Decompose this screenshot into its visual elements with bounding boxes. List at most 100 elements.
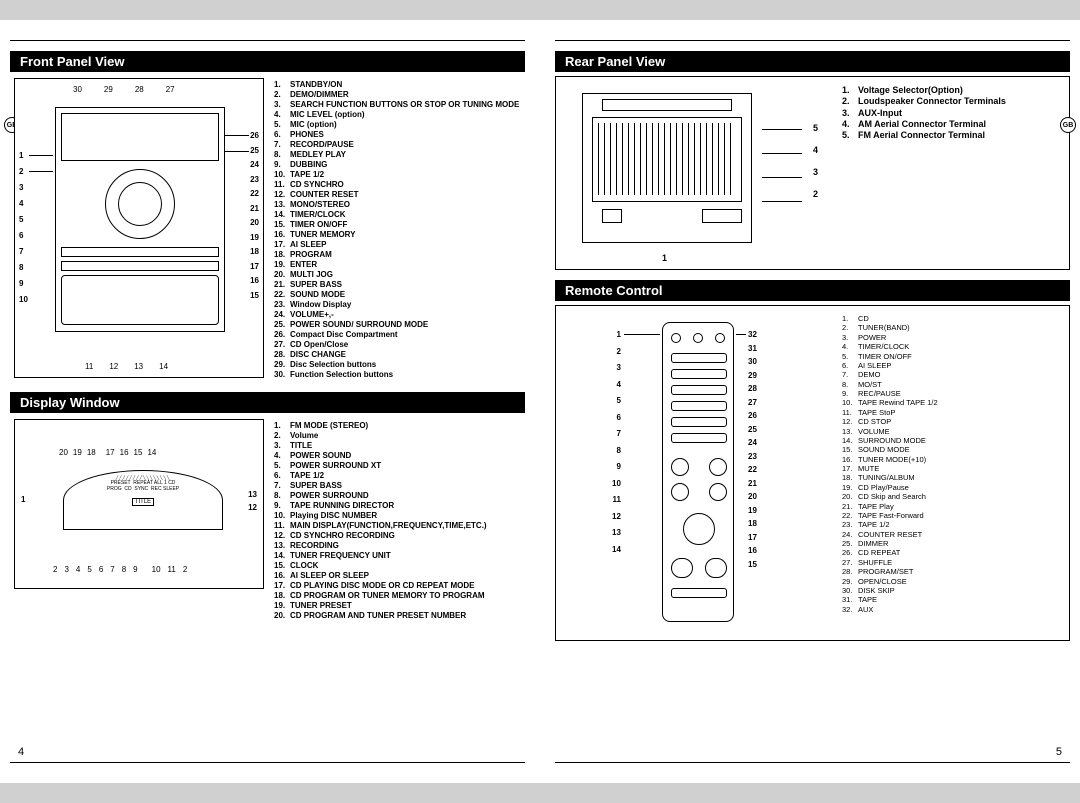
key-item: 20.CD Skip and Search (842, 492, 1063, 501)
key-item: 1.STANDBY/ON (274, 80, 521, 90)
key-item: 16.TUNER MODE(+10) (842, 455, 1063, 464)
key-item: 12.COUNTER RESET (274, 190, 521, 200)
key-item: 13.MONO/STEREO (274, 200, 521, 210)
manual-spread: GB Front Panel View 30 29 28 27 (0, 20, 1080, 783)
key-item: 25.POWER SOUND/ SURROUND MODE (274, 320, 521, 330)
key-item: 29.Disc Selection buttons (274, 360, 521, 370)
remote-control-title: Remote Control (555, 280, 1070, 301)
key-item: 6.AI SLEEP (842, 361, 1063, 370)
key-item: 1.Voltage Selector(Option) (842, 85, 1063, 96)
key-item: 17.MUTE (842, 464, 1063, 473)
display-key-list: 1.FM MODE (STEREO)2.Volume3.TITLE4.POWER… (274, 419, 521, 621)
front-key-list: 1.STANDBY/ON2.DEMO/DIMMER3.SEARCH FUNCTI… (274, 78, 521, 380)
key-item: 23.Window Display (274, 300, 521, 310)
key-item: 8.POWER SURROUND (274, 491, 521, 501)
key-item: 21.TAPE Play (842, 502, 1063, 511)
key-item: 3.TITLE (274, 441, 521, 451)
key-item: 15.TIMER ON/OFF (274, 220, 521, 230)
key-item: 26.CD REPEAT (842, 548, 1063, 557)
key-item: 4.POWER SOUND (274, 451, 521, 461)
key-item: 10.TAPE 1/2 (274, 170, 521, 180)
key-item: 15.CLOCK (274, 561, 521, 571)
key-item: 17.CD PLAYING DISC MODE OR CD REPEAT MOD… (274, 581, 521, 591)
key-item: 22.SOUND MODE (274, 290, 521, 300)
key-item: 22.TAPE Fast-Forward (842, 511, 1063, 520)
key-item: 2.TUNER(BAND) (842, 323, 1063, 332)
rear-diagram: 5 4 3 2 1 (562, 83, 832, 263)
key-item: 19.ENTER (274, 260, 521, 270)
key-item: 2.DEMO/DIMMER (274, 90, 521, 100)
key-item: 11.MAIN DISPLAY(FUNCTION,FREQUENCY,TIME,… (274, 521, 521, 531)
key-item: 3.POWER (842, 333, 1063, 342)
key-item: 6.PHONES (274, 130, 521, 140)
key-item: 25.DIMMER (842, 539, 1063, 548)
key-item: 27.CD Open/Close (274, 340, 521, 350)
key-item: 1.CD (842, 314, 1063, 323)
key-item: 3.AUX-Input (842, 108, 1063, 119)
key-item: 7.SUPER BASS (274, 481, 521, 491)
key-item: 19.TUNER PRESET (274, 601, 521, 611)
key-item: 8.MEDLEY PLAY (274, 150, 521, 160)
page-number-left: 4 (18, 746, 24, 758)
key-item: 5.FM Aerial Connector Terminal (842, 130, 1063, 141)
page-left: GB Front Panel View 30 29 28 27 (10, 40, 525, 763)
key-item: 14.SURROUND MODE (842, 436, 1063, 445)
key-item: 12.CD SYNCHRO RECORDING (274, 531, 521, 541)
key-item: 9.DUBBING (274, 160, 521, 170)
key-item: 10.TAPE Rewind TAPE 1/2 (842, 398, 1063, 407)
key-item: 1.FM MODE (STEREO) (274, 421, 521, 431)
key-item: 28.PROGRAM/SET (842, 567, 1063, 576)
key-item: 16.TUNER MEMORY (274, 230, 521, 240)
front-section: 30 29 28 27 12 34 56 78 910 2625 2423 (10, 72, 525, 382)
key-item: 13.VOLUME (842, 427, 1063, 436)
rear-key-list: 1.Voltage Selector(Option)2.Loudspeaker … (842, 83, 1063, 263)
key-item: 9.TAPE RUNNING DIRECTOR (274, 501, 521, 511)
key-item: 15.SOUND MODE (842, 445, 1063, 454)
display-window-title: Display Window (10, 392, 525, 413)
key-item: 27.SHUFFLE (842, 558, 1063, 567)
key-item: 16.AI SLEEP OR SLEEP (274, 571, 521, 581)
key-item: 14.TUNER FREQUENCY UNIT (274, 551, 521, 561)
key-item: 24.VOLUME+,- (274, 310, 521, 320)
remote-diagram: 12 34 56 78 910 1112 1314 3231 3029 2827… (562, 312, 832, 634)
key-item: 13.RECORDING (274, 541, 521, 551)
key-item: 20.CD PROGRAM AND TUNER PRESET NUMBER (274, 611, 521, 621)
key-item: 4.TIMER/CLOCK (842, 342, 1063, 351)
key-item: 7.RECORD/PAUSE (274, 140, 521, 150)
key-item: 2.Loudspeaker Connector Terminals (842, 96, 1063, 107)
key-item: 5.MIC (option) (274, 120, 521, 130)
key-item: 4.MIC LEVEL (option) (274, 110, 521, 120)
key-item: 5.POWER SURROUND XT (274, 461, 521, 471)
key-item: 5.TIMER ON/OFF (842, 352, 1063, 361)
key-item: 30.Function Selection buttons (274, 370, 521, 380)
front-diagram: 30 29 28 27 12 34 56 78 910 2625 2423 (14, 78, 264, 378)
key-item: 28.DISC CHANGE (274, 350, 521, 360)
key-item: 9.REC/PAUSE (842, 389, 1063, 398)
key-item: 3.SEARCH FUNCTION BUTTONS OR STOP OR TUN… (274, 100, 521, 110)
key-item: 8.MO/ST (842, 380, 1063, 389)
rear-section: 5 4 3 2 1 1.Voltage Selector(Option)2.Lo… (555, 76, 1070, 270)
remote-key-list: 1.CD2.TUNER(BAND)3.POWER4.TIMER/CLOCK5.T… (842, 312, 1063, 634)
remote-section: 12 34 56 78 910 1112 1314 3231 3029 2827… (555, 305, 1070, 641)
key-item: 23.TAPE 1/2 (842, 520, 1063, 529)
key-item: 18.PROGRAM (274, 250, 521, 260)
lcd-panel: ╱╱╱╱╱╱╱╱╲╲╲╲╲╲╲╲ PRESET REPEAT ALL 1 CD … (63, 470, 223, 530)
key-item: 18.CD PROGRAM OR TUNER MEMORY TO PROGRAM (274, 591, 521, 601)
key-item: 30.DISK SKIP (842, 586, 1063, 595)
key-item: 14.TIMER/CLOCK (274, 210, 521, 220)
gb-badge-right: GB (1060, 117, 1076, 133)
rear-panel-title: Rear Panel View (555, 51, 1070, 72)
display-diagram: 2019 18 1716 1514 ╱╱╱╱╱╱╱╱╲╲╲╲╲╲╲╲ PRESE… (14, 419, 264, 589)
key-item: 11.CD SYNCHRO (274, 180, 521, 190)
front-top-callouts: 30 29 28 27 (73, 85, 175, 94)
key-item: 10.Playing DISC NUMBER (274, 511, 521, 521)
key-item: 4.AM Aerial Connector Terminal (842, 119, 1063, 130)
key-item: 26.Compact Disc Compartment (274, 330, 521, 340)
key-item: 12.CD STOP (842, 417, 1063, 426)
page-number-right: 5 (1056, 746, 1062, 758)
display-section: 2019 18 1716 1514 ╱╱╱╱╱╱╱╱╲╲╲╲╲╲╲╲ PRESE… (10, 413, 525, 623)
key-item: 24.COUNTER RESET (842, 530, 1063, 539)
key-item: 19.CD Play/Pause (842, 483, 1063, 492)
key-item: 17.AI SLEEP (274, 240, 521, 250)
key-item: 18.TUNING/ALBUM (842, 473, 1063, 482)
